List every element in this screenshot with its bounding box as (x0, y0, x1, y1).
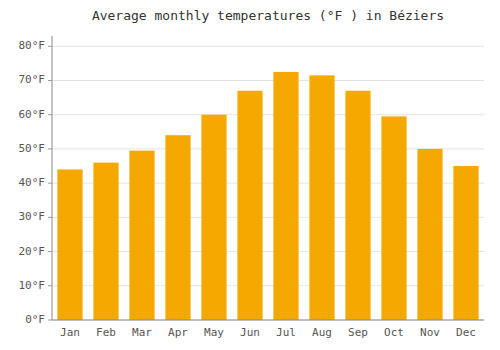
x-tick-label: Aug (312, 326, 332, 339)
bars (57, 72, 478, 320)
bar (309, 75, 334, 320)
x-tick-label: May (204, 326, 224, 339)
y-tick-label: 20°F (19, 245, 46, 258)
chart: 0°F 10°F 20°F 30°F 40°F 50°F 60°F 70°F 80°F Jan Fe… (0, 0, 500, 350)
y-tick-label: 0°F (25, 313, 45, 326)
x-tick-label: Jan (60, 326, 80, 339)
bar (345, 91, 370, 320)
bar (57, 169, 82, 320)
grid-line (52, 114, 484, 115)
y-tick-label: 30°F (19, 210, 46, 223)
y-tick (48, 114, 52, 115)
x-tick-label: Oct (384, 326, 404, 339)
bar (165, 135, 190, 320)
y-tick (48, 46, 52, 47)
y-tick-label: 80°F (19, 39, 46, 52)
x-axis: Jan Feb Mar Apr May Jun Jul Aug Sep Oct Nov Dec (60, 326, 476, 339)
grid-line (52, 80, 484, 81)
y-tick (48, 285, 52, 286)
bar (237, 91, 262, 320)
y-tick (48, 148, 52, 149)
x-tick-label: Jun (240, 326, 260, 339)
x-tick-label: Mar (132, 326, 152, 339)
x-tick-label: Jul (276, 326, 296, 339)
x-tick-label: Sep (348, 326, 368, 339)
grid-line (52, 320, 484, 321)
y-tick (48, 80, 52, 81)
x-tick-label: Nov (420, 326, 440, 339)
y-tick (48, 320, 52, 321)
y-tick-label: 70°F (19, 73, 46, 86)
x-tick-label: Apr (168, 326, 188, 339)
bar (93, 163, 118, 320)
bar (201, 115, 226, 320)
chart-container: 0°F 10°F 20°F 30°F 40°F 50°F 60°F 70°F 80°F Jan Fe… (0, 0, 500, 350)
y-tick-label: 60°F (19, 108, 46, 121)
y-tick-label: 50°F (19, 142, 46, 155)
y-tick (48, 183, 52, 184)
y-axis-line (52, 36, 53, 320)
bar (381, 116, 406, 320)
bar (417, 149, 442, 320)
y-tick (48, 251, 52, 252)
y-tick (48, 217, 52, 218)
x-axis-line (52, 320, 484, 321)
bar (453, 166, 478, 320)
bar (273, 72, 298, 320)
grid (52, 46, 484, 320)
y-axis: 0°F 10°F 20°F 30°F 40°F 50°F 60°F 70°F 80°F (19, 39, 53, 326)
grid-line (52, 46, 484, 47)
y-tick-label: 10°F (19, 279, 46, 292)
title: Average monthly temperatures (°F ) in Bé… (92, 8, 444, 23)
bar (129, 151, 154, 320)
x-tick-label: Feb (96, 326, 116, 339)
x-tick-label: Dec (456, 326, 476, 339)
y-tick-label: 40°F (19, 176, 46, 189)
